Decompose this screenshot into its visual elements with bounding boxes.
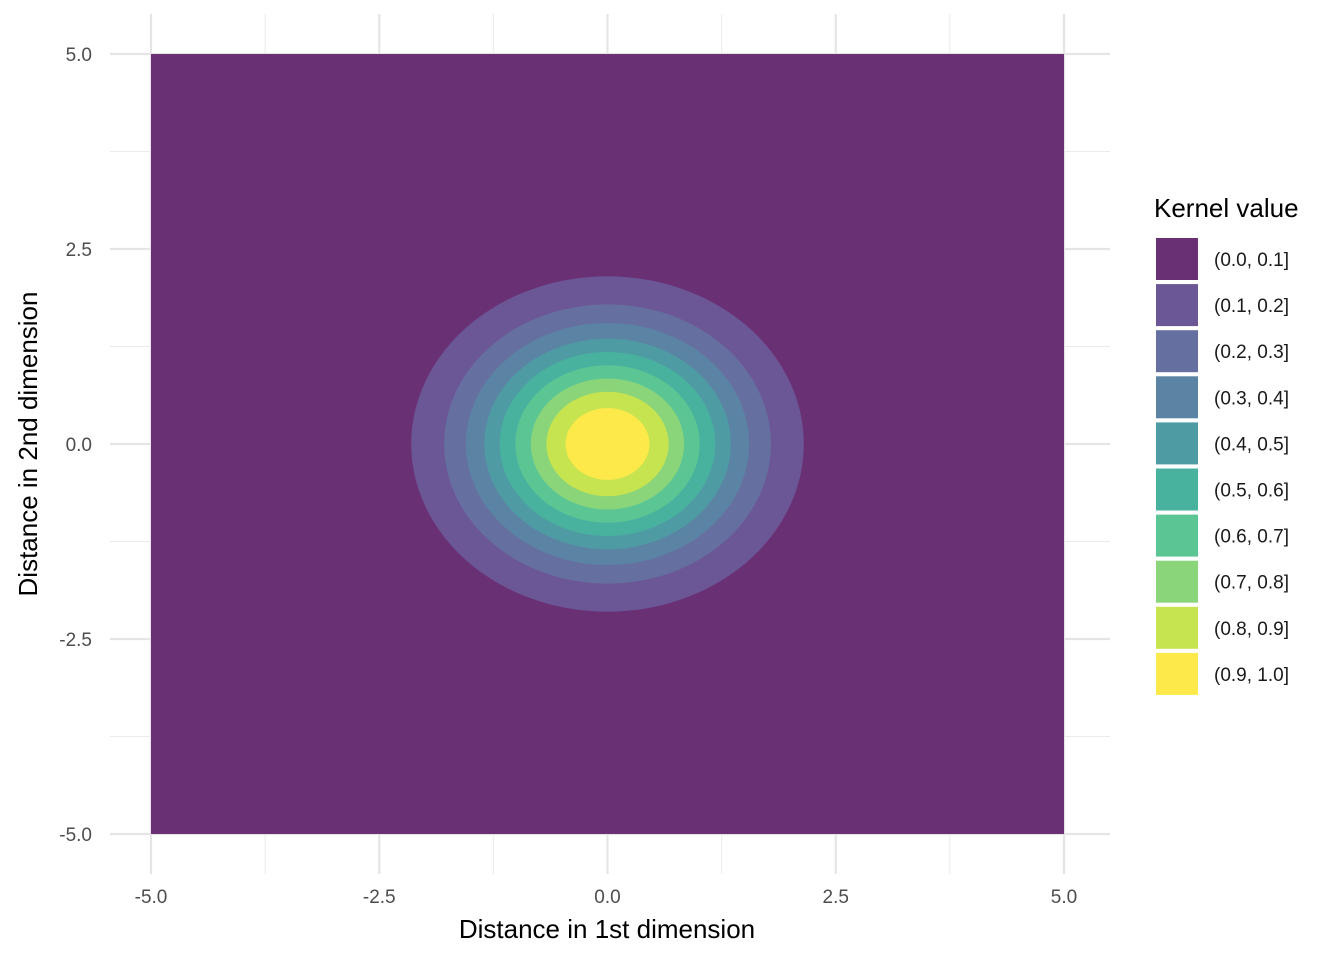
legend-label: (0.7, 0.8] bbox=[1214, 573, 1289, 594]
x-tick-label: -5.0 bbox=[135, 887, 168, 908]
legend-key bbox=[1156, 560, 1198, 603]
y-tick-label: -5.0 bbox=[59, 825, 92, 846]
x-tick-label: 2.5 bbox=[823, 887, 849, 908]
legend-key bbox=[1156, 376, 1198, 419]
x-axis-title: Distance in 1st dimension bbox=[459, 914, 755, 944]
legend-label: (0.2, 0.3] bbox=[1214, 342, 1289, 363]
legend-key bbox=[1156, 514, 1198, 557]
y-tick-label: -2.5 bbox=[59, 630, 92, 651]
legend-label: (0.5, 0.6] bbox=[1214, 481, 1289, 502]
legend-key bbox=[1156, 238, 1198, 280]
legend-label: (0.0, 0.1] bbox=[1214, 250, 1289, 271]
legend-label: (0.4, 0.5] bbox=[1214, 434, 1289, 455]
x-tick-label: -2.5 bbox=[363, 887, 396, 908]
axis-ticks: -5.0 -2.5 0.0 2.5 5.0 5.0 2.5 0.0 -2.5 -5.0 bbox=[59, 45, 1077, 908]
legend-label: (0.3, 0.4] bbox=[1214, 388, 1289, 409]
legend-key bbox=[1156, 652, 1198, 695]
y-tick-label: 2.5 bbox=[66, 240, 92, 261]
contour-band-9 bbox=[565, 408, 650, 480]
legend-label: (0.1, 0.2] bbox=[1214, 296, 1289, 317]
y-axis-title: Distance in 2nd dimension bbox=[13, 292, 43, 597]
plot-area bbox=[151, 54, 1064, 834]
legend-items: (0.0, 0.1] (0.1, 0.2] (0.2, 0.3] (0.3, 0.4]… bbox=[1156, 238, 1289, 695]
x-tick-label: 0.0 bbox=[594, 887, 620, 908]
legend-title: Kernel value bbox=[1154, 193, 1299, 223]
legend-key bbox=[1156, 422, 1198, 465]
legend: Kernel value (0.0, 0.1] (0.1, 0.2] (0.2, 0… bbox=[1154, 193, 1299, 695]
legend-key bbox=[1156, 330, 1198, 373]
legend-key bbox=[1156, 606, 1198, 649]
legend-label: (0.6, 0.7] bbox=[1214, 527, 1289, 548]
y-tick-label: 0.0 bbox=[66, 435, 92, 456]
x-tick-label: 5.0 bbox=[1051, 887, 1077, 908]
y-tick-label: 5.0 bbox=[66, 45, 92, 66]
legend-key bbox=[1156, 468, 1198, 511]
legend-key bbox=[1156, 284, 1198, 327]
legend-label: (0.8, 0.9] bbox=[1214, 619, 1289, 640]
legend-label: (0.9, 1.0] bbox=[1214, 665, 1289, 686]
